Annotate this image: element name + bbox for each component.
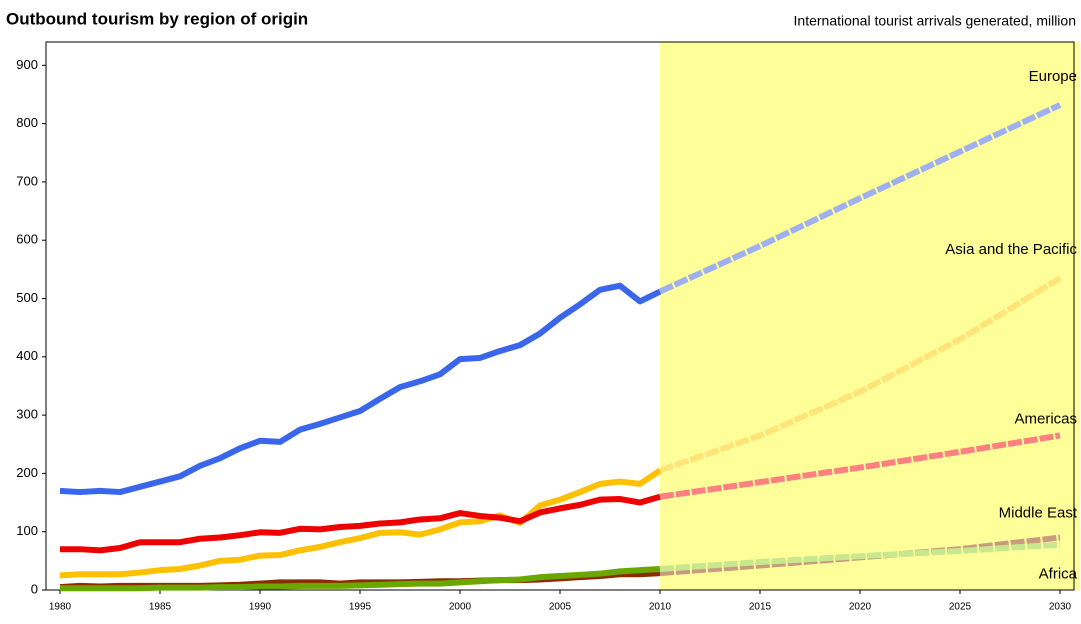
x-tick-label: 2005 <box>549 602 572 613</box>
y-tick-label: 600 <box>16 232 38 247</box>
series-line <box>59 467 662 579</box>
forecast-line <box>659 275 1062 474</box>
y-tick-label: 300 <box>16 407 38 422</box>
series-label: Asia and the Pacific <box>945 241 1077 258</box>
y-tick-label: 200 <box>16 465 38 480</box>
series-line <box>60 566 661 592</box>
x-tick-label: 1980 <box>49 602 72 613</box>
forecast-line <box>659 541 1061 573</box>
series-label: Africa <box>1039 565 1078 582</box>
series-label: Americas <box>1014 410 1077 427</box>
x-tick-label: 2000 <box>449 602 472 613</box>
forecast-line <box>659 432 1061 500</box>
x-tick-label: 2015 <box>749 602 772 613</box>
y-tick-label: 100 <box>16 523 38 538</box>
series-line <box>59 282 662 496</box>
y-tick-label: 800 <box>16 115 38 130</box>
forecast-region <box>660 42 1080 590</box>
chart-subtitle: International tourist arrivals generated… <box>794 13 1076 29</box>
x-tick-label: 2030 <box>1049 602 1072 613</box>
x-tick-label: 2010 <box>649 602 672 613</box>
y-tick-label: 900 <box>16 57 38 72</box>
series-label: Middle East <box>999 505 1078 522</box>
x-tick-label: 2025 <box>949 602 972 613</box>
x-tick-label: 1985 <box>149 602 172 613</box>
y-tick-label: 500 <box>16 290 38 305</box>
forecast-line <box>658 102 1062 295</box>
series-label: Europe <box>1029 68 1077 85</box>
series-line <box>60 493 661 554</box>
x-tick-label: 1995 <box>349 602 372 613</box>
y-tick-label: 0 <box>31 581 38 596</box>
y-tick-label: 700 <box>16 173 38 188</box>
x-tick-label: 2020 <box>849 602 872 613</box>
chart-title: Outbound tourism by region of origin <box>6 9 308 28</box>
y-tick-label: 400 <box>16 348 38 363</box>
x-tick-label: 1990 <box>249 602 272 613</box>
